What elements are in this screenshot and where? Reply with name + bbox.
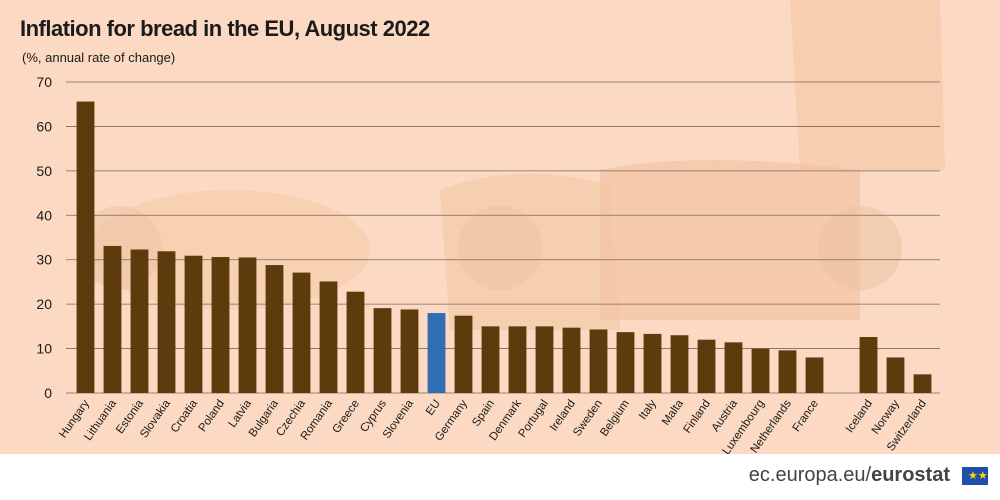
y-tick-label: 20 [36,296,52,312]
x-tick-label: France [791,398,821,434]
bar-latvia [238,257,257,393]
bar-sweden [589,329,608,393]
background-bread-illustration [78,0,945,330]
y-tick-label: 60 [36,118,52,134]
baguette-shape [790,0,945,170]
bar-bulgaria [265,265,284,393]
site-url: ec.europa.eu/ [748,464,872,486]
bar-spain [481,326,500,393]
bar-slovenia [400,309,419,393]
chart-title: Inflation for bread in the EU, August 20… [20,16,430,41]
source-link[interactable]: ec.europa.eu/eurostat [749,464,950,487]
x-tick-label: Spain [470,398,497,429]
x-tick-label: Greece [330,398,361,436]
x-tick-label: Poland [197,398,227,434]
x-axis-tick-labels: HungaryLithuaniaEstoniaSlovakiaCroatiaPo… [57,397,929,454]
y-axis-tick-labels: 0 10 20 30 40 50 60 70 [36,74,52,401]
bar-malta [670,335,689,393]
bar-portugal [535,326,554,393]
bar-chart: 0 10 20 30 40 50 60 70 HungaryLithuaniaEstoniaS… [36,0,945,454]
bar-lithuania [103,245,122,393]
x-tick-label: Malta [660,397,686,427]
bar-germany [454,315,473,393]
bar-hungary [76,101,95,393]
bar-cyprus [373,308,392,393]
bar-estonia [130,249,149,393]
bar-luxembourg [751,348,770,393]
chart-canvas: 0 10 20 30 40 50 60 70 Hungary Lithuania Estonia S… [0,0,1000,454]
y-tick-label: 50 [36,163,52,179]
bar-finland [697,339,716,393]
y-tick-label: 70 [36,74,52,90]
bar-iceland [859,337,878,393]
bar-czechia [292,272,311,393]
bar-romania [319,281,338,393]
x-tick-label: EU [424,398,443,418]
bar-netherlands [778,350,797,393]
bar-austria [724,342,743,393]
bar-eu [427,313,446,393]
y-tick-label: 10 [36,341,52,357]
eu-flag-icon: ★★ [962,467,988,485]
x-tick-label: Finland [681,398,712,436]
watermark-seal [818,206,902,290]
bar-slovakia [157,251,176,393]
y-tick-label: 40 [36,207,52,223]
y-tick-label: 0 [44,385,52,401]
bar-greece [346,291,365,393]
bar-denmark [508,326,527,393]
bar-france [805,357,824,393]
x-tick-label: Latvia [227,397,255,430]
bar-italy [643,333,662,393]
bread-loaf-shape [600,160,860,320]
watermark-seal [458,206,542,290]
bar-poland [211,257,230,393]
y-tick-label: 30 [36,252,52,268]
bar-norway [886,357,905,393]
footer: ec.europa.eu/eurostat ★★ [0,454,1000,500]
bar-switzerland [913,374,932,393]
x-tick-label: Croatia [169,397,200,435]
bar-croatia [184,255,203,393]
bar-belgium [616,332,635,393]
brand-name: eurostat [871,464,950,486]
bars [76,101,932,393]
bar-ireland [562,327,581,393]
x-tick-label: Italy [637,398,659,422]
chart-subtitle: (%, annual rate of change) [22,50,176,65]
